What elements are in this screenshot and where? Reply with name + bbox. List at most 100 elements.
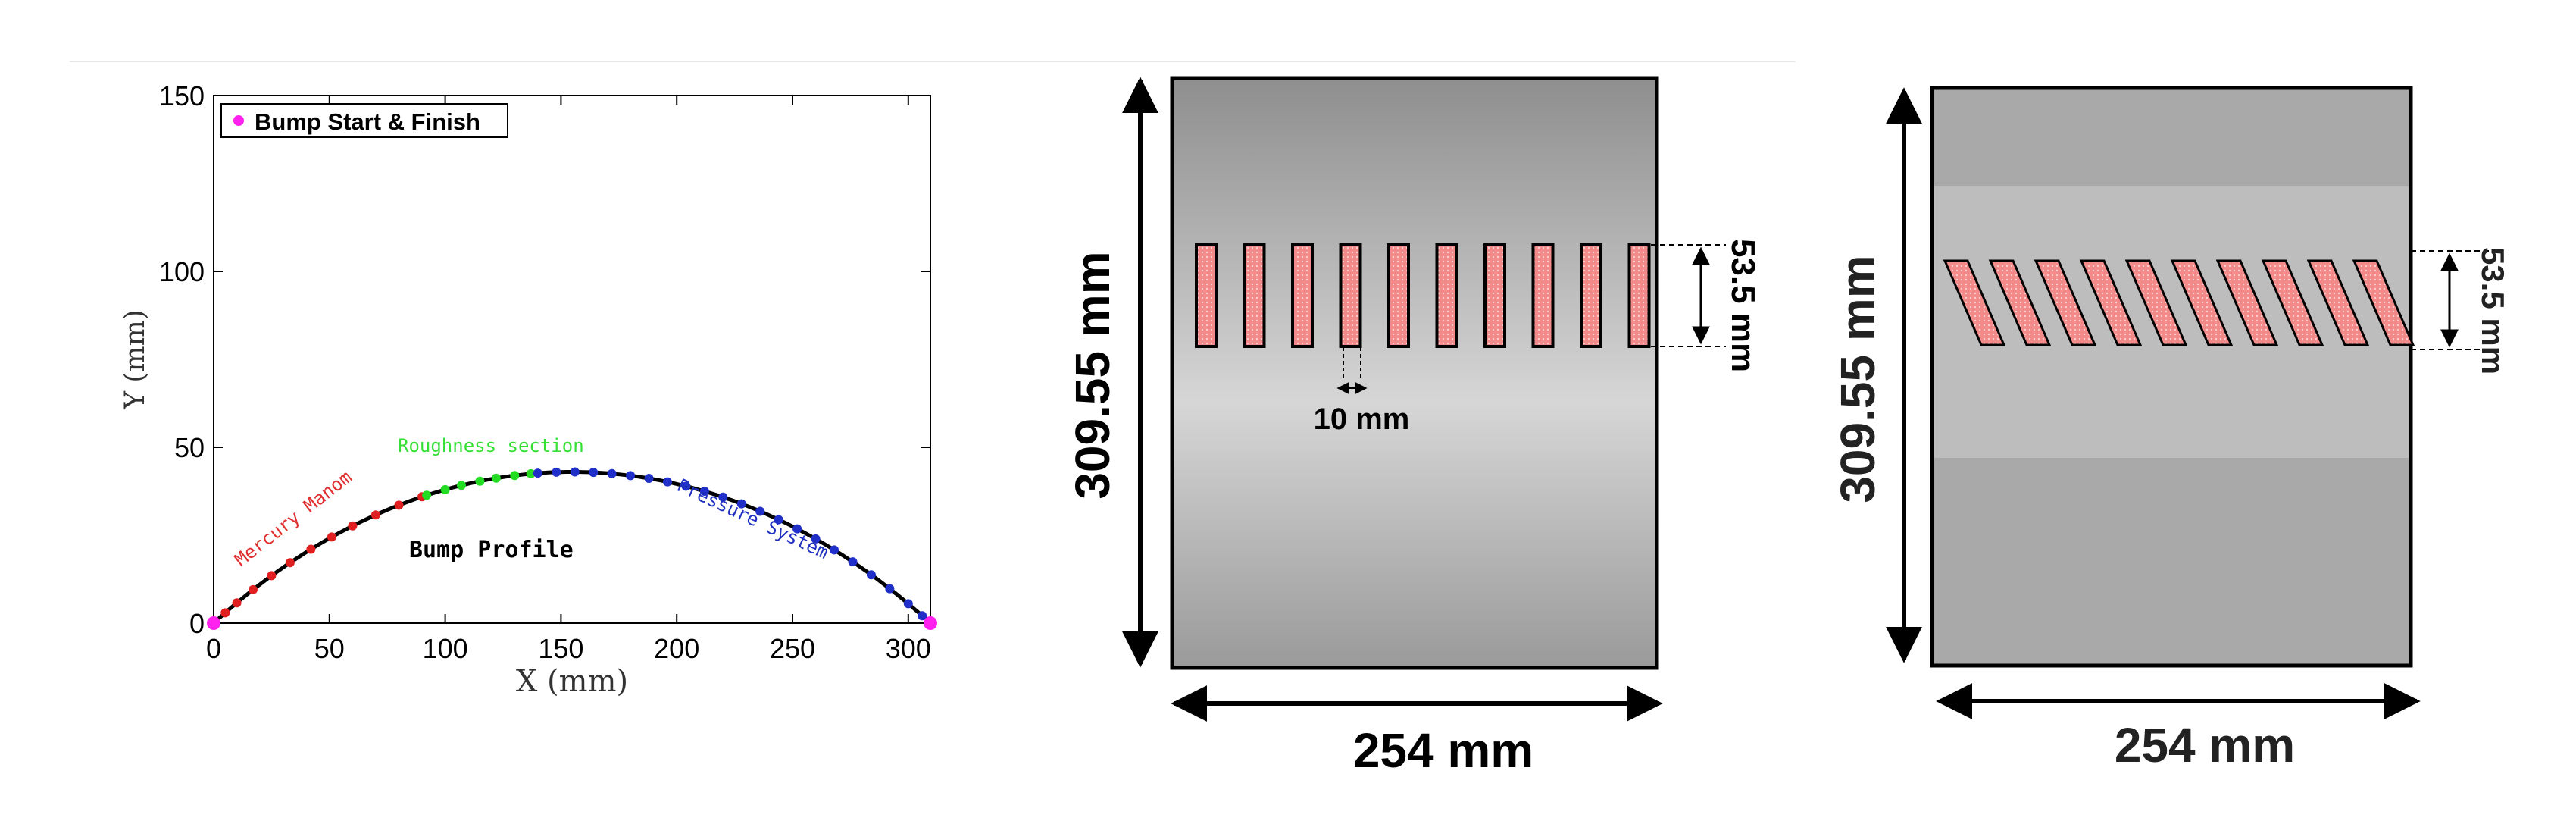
x-tick-label: 200 [654, 633, 699, 664]
x-tick-label: 300 [886, 633, 931, 664]
series-point [526, 468, 536, 478]
height-label-slanted: 309.55 mm [1830, 255, 1885, 503]
width-label-slanted: 254 mm [2115, 718, 2295, 772]
y-axis-label: Y (mm) [120, 309, 151, 410]
series-point [327, 532, 336, 542]
roughness-strip [1291, 243, 1314, 348]
series-point [924, 616, 937, 630]
slanted-strips-diagram: 309.55 mm 254 mm 53.5 mm [1811, 86, 2576, 788]
legend-label: Bump Start & Finish [255, 108, 480, 135]
x-tick-label: 50 [314, 633, 345, 664]
series-point [607, 468, 617, 478]
series-point [699, 487, 709, 497]
series-point [885, 584, 895, 594]
annotation-bump-profile: Bump Profile [409, 537, 574, 563]
series-point [774, 515, 783, 525]
series-point [918, 611, 927, 621]
series-point [248, 584, 258, 594]
series-point [348, 521, 358, 531]
series-point [718, 492, 728, 502]
series-point [491, 473, 501, 483]
slanted-strip-group [1943, 259, 2415, 346]
slanted-roughness-strip [1988, 259, 2052, 346]
x-tick-label: 0 [206, 633, 221, 664]
series-point [440, 484, 450, 494]
series-point [866, 570, 876, 580]
strip-gap-label: 10 mm [1314, 403, 1410, 436]
x-tick-label: 150 [538, 633, 583, 664]
series-point [370, 510, 380, 520]
series-point [792, 524, 802, 534]
series-point [285, 558, 295, 568]
roughness-strip [1243, 243, 1266, 348]
series-point [306, 544, 316, 554]
y-tick-label: 0 [189, 608, 205, 639]
chart-legend: Bump Start & Finish [220, 103, 508, 138]
straight-strip-group [1195, 243, 1651, 348]
y-axis: 0 50 100 150 [159, 80, 930, 639]
y-tick-label: 150 [159, 80, 205, 111]
y-tick-label: 100 [159, 256, 205, 287]
series-point [848, 557, 858, 567]
legend-marker [233, 115, 244, 126]
series-point [681, 481, 691, 491]
y-tick-label: 50 [174, 432, 205, 463]
x-axis-label: X (mm) [516, 664, 628, 699]
strip-gap-dimension: 10 mm [1314, 347, 1410, 436]
x-tick-label: 250 [770, 633, 815, 664]
roughness-strip [1339, 243, 1362, 348]
series-point [830, 545, 839, 555]
strip-height-dimension: 53.5 mm [1633, 239, 1762, 372]
roughness-strip [1627, 243, 1651, 348]
series-point [232, 598, 242, 608]
annotation-roughness-section: Roughness section [398, 435, 584, 456]
slanted-roughness-strip [2215, 259, 2279, 346]
straight-strips-diagram: 309.55 mm 254 mm 53.5 mm 10 mm [1065, 76, 1762, 778]
series-point [644, 474, 654, 484]
width-label: 254 mm [1353, 723, 1533, 778]
height-label: 309.55 mm [1065, 251, 1120, 499]
slanted-roughness-strip [2306, 259, 2370, 346]
series-point [570, 467, 580, 477]
slanted-roughness-strip [2170, 259, 2234, 346]
series-point [755, 506, 765, 516]
series-point [533, 468, 542, 478]
straight-test-plate [1170, 76, 1659, 670]
series-point [736, 499, 746, 509]
slanted-roughness-strip [2352, 259, 2415, 346]
strip-height-label: 53.5 mm [1724, 239, 1762, 372]
strip-height-label-slanted: 53.5 mm [2475, 247, 2511, 374]
slanted-roughness-strip [2261, 259, 2324, 346]
series-point [811, 534, 821, 544]
roughness-strip [1483, 243, 1506, 348]
legend-box [220, 103, 508, 138]
roughness-strip [1580, 243, 1602, 348]
slanted-roughness-strip [2034, 259, 2097, 346]
series-point [475, 476, 485, 486]
series-point [552, 467, 561, 477]
series-point [589, 468, 599, 478]
strip-height-dimension-slanted: 53.5 mm [2411, 247, 2511, 374]
roughness-strip [1195, 243, 1218, 348]
series-markers [207, 467, 937, 630]
series-point [903, 599, 913, 609]
series-point [220, 608, 230, 618]
series-point [267, 571, 277, 581]
roughness-strip [1435, 243, 1458, 348]
roughness-strip [1531, 243, 1555, 348]
x-tick-label: 100 [423, 633, 468, 664]
series-point [662, 477, 672, 487]
series-point [394, 500, 404, 510]
series-point [207, 616, 220, 630]
bump-profile-chart: 0 50 100 150 0 50 100 150 200 250 300 Y (mm) X (m… [120, 80, 937, 699]
series-point [626, 471, 636, 481]
slanted-roughness-strip [2124, 259, 2188, 346]
roughness-strip [1387, 243, 1410, 348]
series-point [422, 490, 432, 500]
x-axis: 0 50 100 150 200 250 300 [206, 96, 931, 664]
series-point [456, 481, 466, 490]
slanted-roughness-strip [1943, 259, 2006, 346]
series-point [510, 471, 520, 481]
slanted-roughness-strip [2079, 259, 2143, 346]
